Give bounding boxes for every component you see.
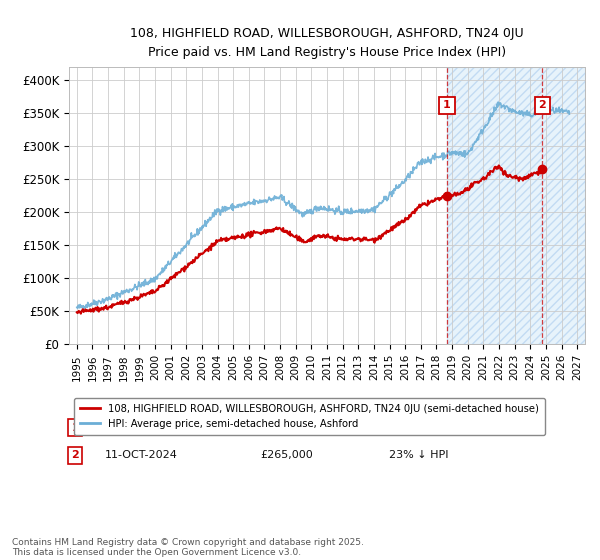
Text: £225,000: £225,000 bbox=[260, 423, 313, 432]
Text: 23% ↓ HPI: 23% ↓ HPI bbox=[389, 450, 448, 460]
Text: 2: 2 bbox=[71, 450, 79, 460]
Text: 20% ↓ HPI: 20% ↓ HPI bbox=[389, 423, 448, 432]
Text: 2: 2 bbox=[539, 100, 547, 110]
Title: 108, HIGHFIELD ROAD, WILLESBOROUGH, ASHFORD, TN24 0JU
Price paid vs. HM Land Reg: 108, HIGHFIELD ROAD, WILLESBOROUGH, ASHF… bbox=[130, 27, 524, 59]
Text: Contains HM Land Registry data © Crown copyright and database right 2025.
This d: Contains HM Land Registry data © Crown c… bbox=[12, 538, 364, 557]
Text: 1: 1 bbox=[443, 100, 451, 110]
Legend: 108, HIGHFIELD ROAD, WILLESBOROUGH, ASHFORD, TN24 0JU (semi-detached house), HPI: 108, HIGHFIELD ROAD, WILLESBOROUGH, ASHF… bbox=[74, 398, 545, 435]
Text: 1: 1 bbox=[71, 423, 79, 432]
Text: 11-OCT-2024: 11-OCT-2024 bbox=[105, 450, 178, 460]
Text: £265,000: £265,000 bbox=[260, 450, 313, 460]
Text: 31-AUG-2018: 31-AUG-2018 bbox=[105, 423, 179, 432]
